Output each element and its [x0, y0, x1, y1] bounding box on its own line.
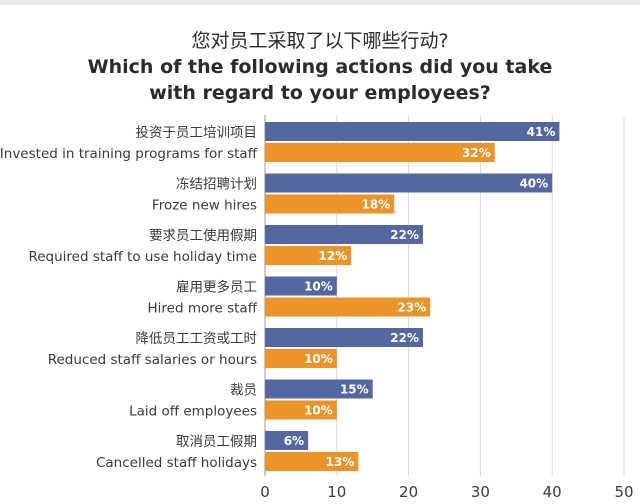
x-tick-label: 20 — [399, 483, 418, 501]
x-tick-label: 50 — [614, 483, 633, 501]
bar-value-label: 12% — [318, 249, 347, 263]
category-label-cn: 雇用更多员工 — [176, 279, 257, 296]
x-tick-label: 40 — [543, 483, 562, 501]
category-label-en: Laid off employees — [129, 404, 257, 420]
bar-value-label: 6% — [284, 434, 304, 448]
category-label-en: Froze new hires — [152, 198, 257, 214]
bar-value-label: 13% — [326, 455, 355, 469]
category-label-cn: 要求员工使用假期 — [149, 227, 257, 244]
category-label-cn: 降低员工工资或工时 — [136, 331, 258, 347]
bar-series-2 — [265, 400, 337, 420]
bar-value-label: 15% — [340, 383, 369, 397]
chart-title-en: Which of the following actions did you t… — [87, 56, 553, 104]
category-label-cn: 裁员 — [230, 383, 257, 399]
bar-series-2 — [265, 349, 337, 368]
bar-value-label: 40% — [519, 177, 548, 191]
category-label-en: Required staff to use holiday time — [28, 249, 257, 265]
bar-value-label: 10% — [304, 404, 333, 418]
bar-series-1 — [265, 328, 423, 347]
bar-series-1 — [265, 122, 560, 141]
category-label-en: Reduced staff salaries or hours — [48, 352, 257, 368]
bar-value-label: 23% — [397, 301, 426, 315]
category-label-en: Hired more staff — [148, 301, 258, 317]
bar-value-label: 22% — [390, 228, 419, 242]
chart-title-cn: 您对员工采取了以下哪些行动? — [191, 30, 449, 52]
bar-value-label: 22% — [390, 331, 419, 345]
chart-title: 您对员工采取了以下哪些行动? Which of the following ac… — [0, 28, 640, 106]
category-label-en: Invested in training programs for staff — [0, 146, 258, 162]
x-tick-label: 30 — [471, 483, 490, 501]
bar-series-1 — [265, 225, 423, 244]
category-label-cn: 冻结招聘计划 — [176, 177, 257, 193]
bar-value-label: 10% — [304, 352, 333, 366]
bar-value-label: 32% — [462, 146, 491, 160]
category-label-en: Cancelled staff holidays — [96, 455, 257, 471]
category-label-cn: 取消员工假期 — [176, 434, 257, 450]
bar-series-2 — [265, 194, 395, 214]
bar-value-label: 10% — [304, 280, 333, 294]
bar-series-1 — [265, 276, 337, 296]
bar-layer: 41% 32% 40% 18% 22% 12% 10% 23% 22% 10% 15% 10% 6% 13… — [265, 122, 560, 471]
bar-series-2 — [265, 246, 352, 265]
bar-series-2 — [265, 143, 495, 162]
x-tick-label: 10 — [327, 483, 346, 501]
bar-series-1 — [265, 431, 309, 450]
top-strip — [0, 0, 640, 5]
tick-label-layer: 0 10 20 30 40 50 — [260, 483, 633, 501]
bar-series-2 — [265, 297, 431, 317]
bar-value-label: 18% — [362, 198, 391, 212]
bar-series-2 — [265, 452, 359, 471]
bar-series-1 — [265, 379, 373, 399]
category-label-cn: 投资于员工培训项目 — [136, 125, 258, 141]
bar-value-label: 41% — [527, 125, 556, 139]
bar-series-1 — [265, 173, 553, 193]
x-tick-label: 0 — [260, 483, 270, 501]
category-label-layer: 投资于员工培训项目 Invested in training programs f… — [0, 125, 258, 471]
